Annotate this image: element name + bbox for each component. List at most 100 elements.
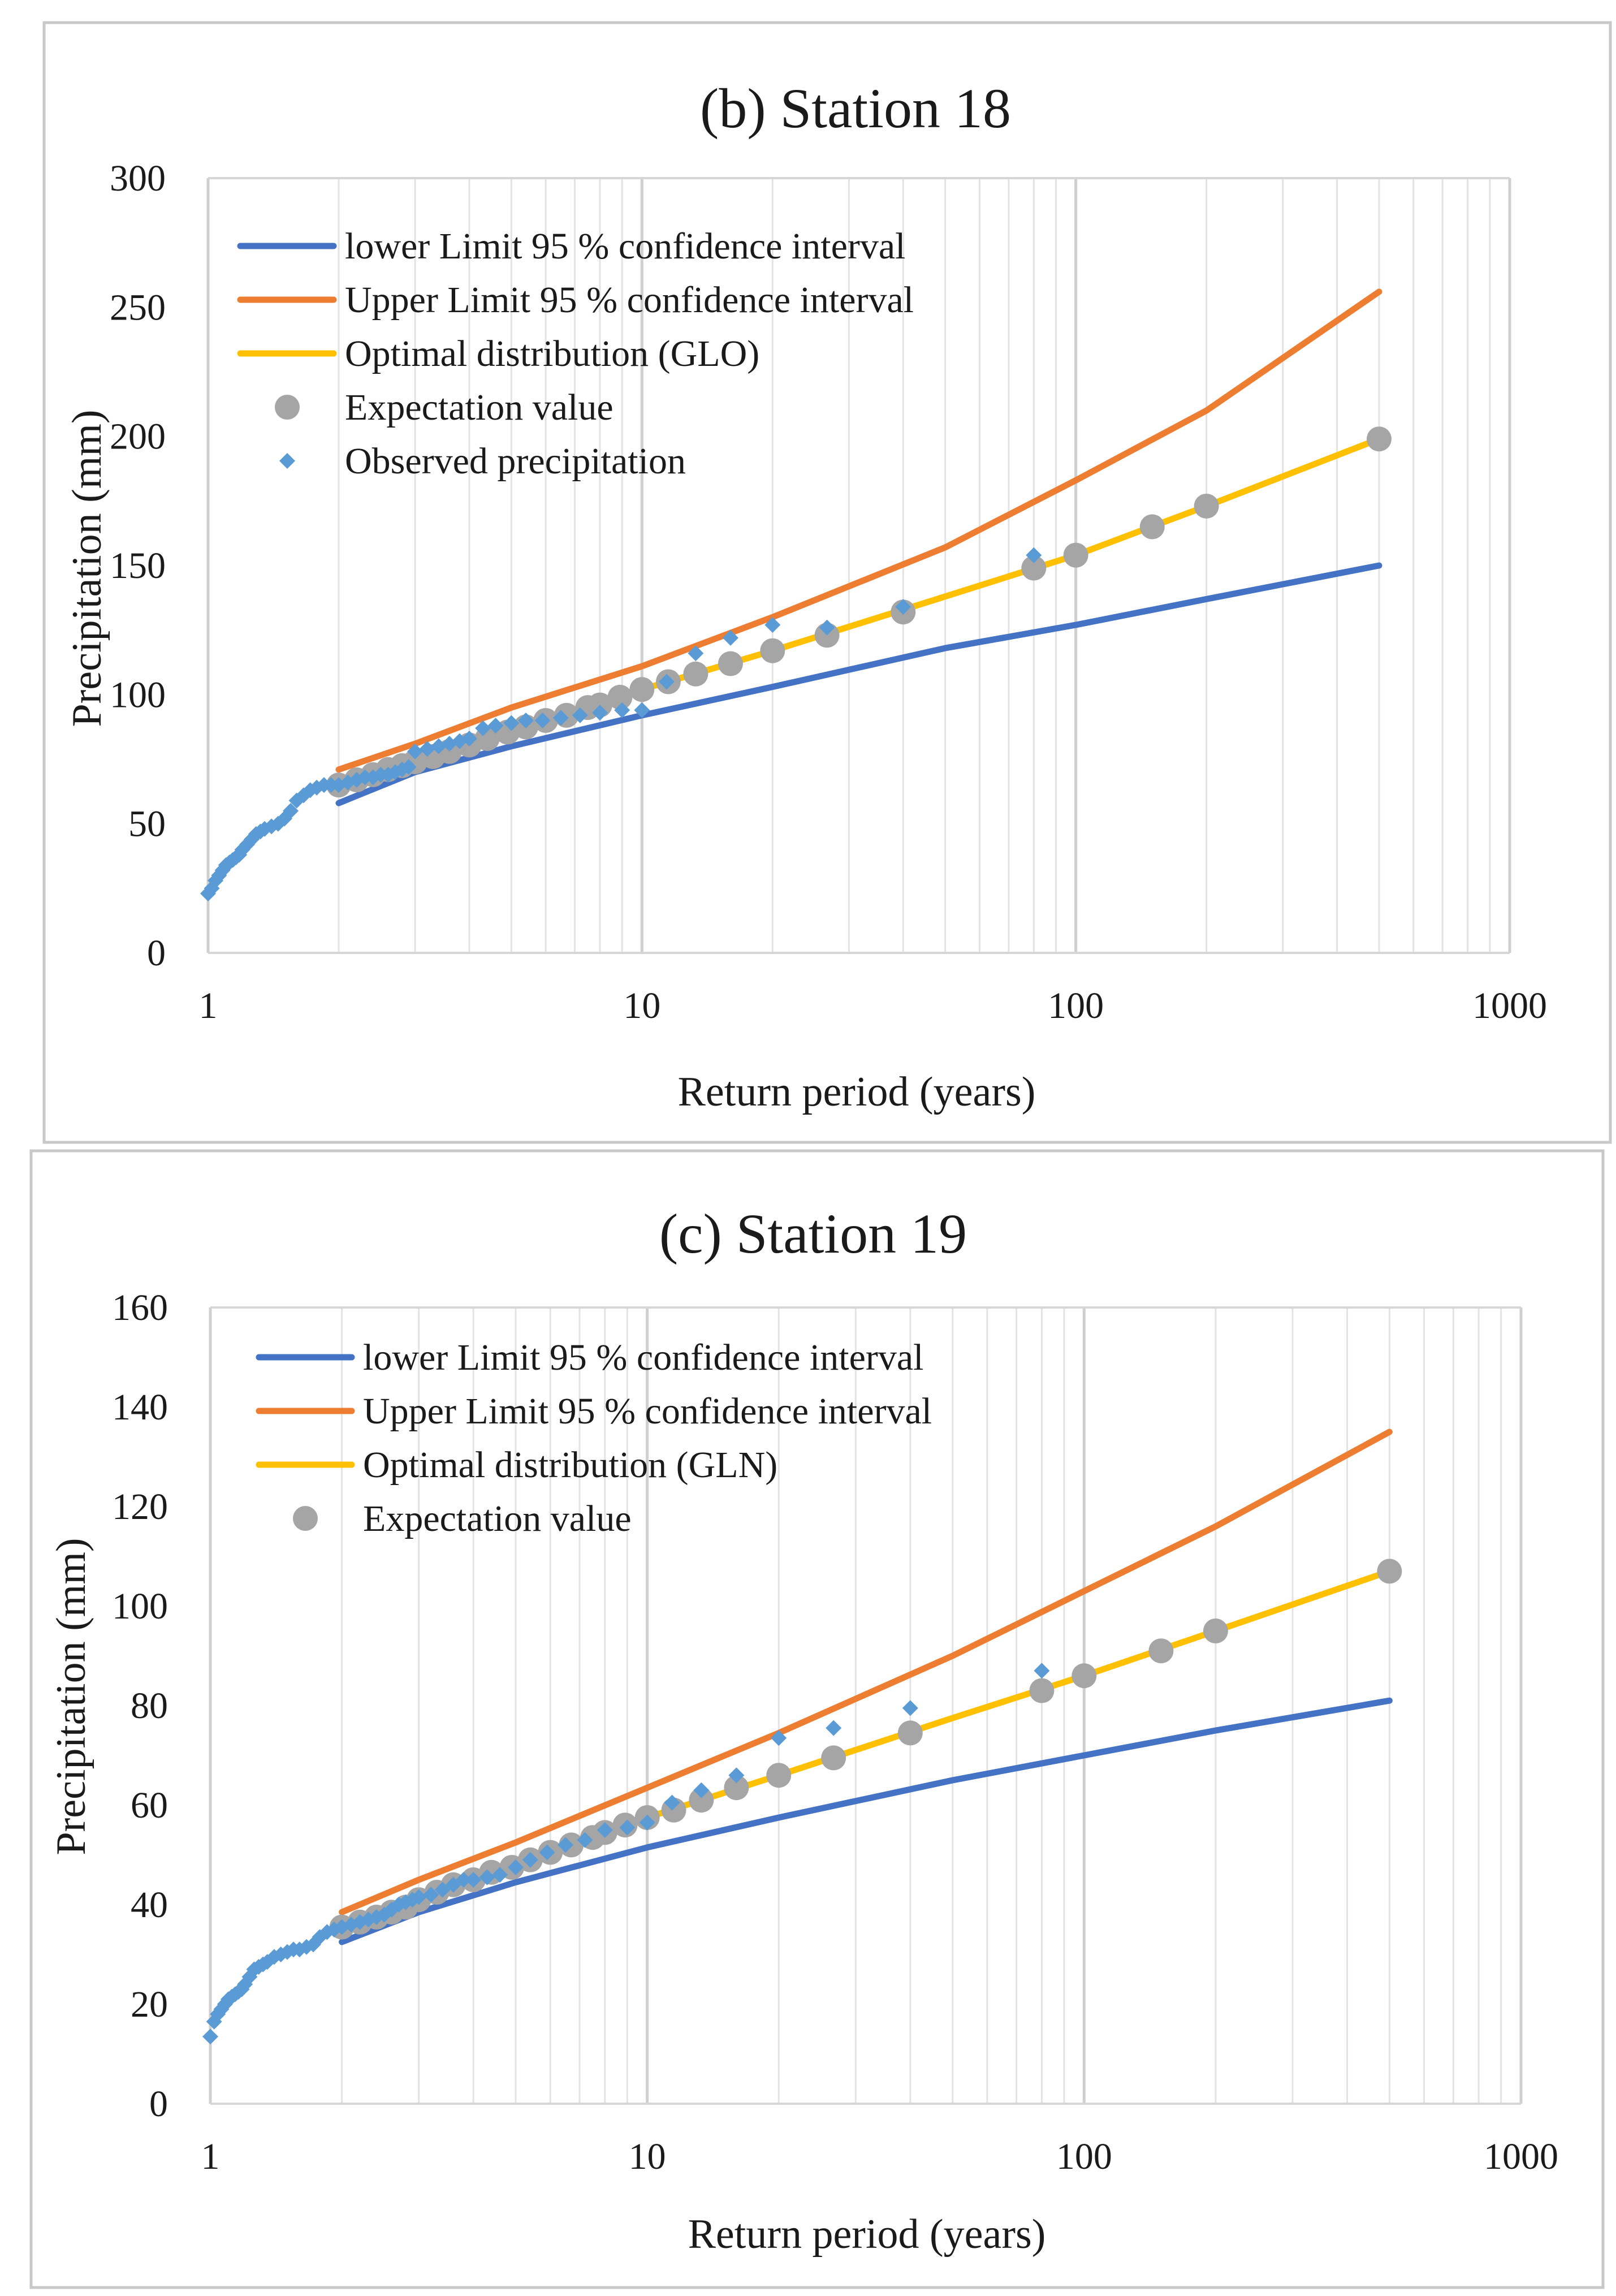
expectation-point: [1021, 555, 1047, 581]
tick-labels: 1 10 100 1000 0 20 40 60 80 100 120 140 160: [112, 1287, 1558, 2177]
legend-label: Upper Limit 95 % confidence interval: [363, 1391, 932, 1432]
x-tick-label: 10: [629, 2136, 666, 2177]
chart-panel-station-19: (c) Station 19 1 10 100 1000 0 20 40 60 80 100 120…: [29, 1149, 1605, 2289]
expectation-point: [718, 651, 743, 676]
legend-label: Expectation value: [345, 387, 613, 428]
observed-point: [539, 1844, 555, 1861]
expectation-point: [760, 638, 785, 663]
y-tick-label: 100: [112, 1586, 168, 1627]
observed-point: [619, 1819, 636, 1836]
y-tick-label: 80: [131, 1685, 168, 1727]
observed-point: [1026, 547, 1042, 563]
y-tick-label: 60: [131, 1785, 168, 1826]
legend: lower Limit 95 % confidence interval Uppe…: [256, 1337, 932, 1539]
observed-point: [522, 1852, 538, 1868]
legend-label: lower Limit 95 % confidence interval: [345, 226, 905, 267]
legend-diamond-marker: [279, 453, 295, 469]
expectation-point: [1139, 514, 1165, 540]
expectation-point: [1377, 1559, 1402, 1584]
observed-point: [634, 702, 650, 718]
legend-circle-marker: [275, 395, 300, 420]
expectation-point: [724, 1775, 749, 1801]
y-tick-label: 150: [110, 545, 166, 586]
observed-point: [508, 1859, 524, 1875]
expectation-point: [1063, 542, 1088, 568]
observed-point: [558, 1837, 574, 1853]
y-tick-label: 140: [112, 1387, 168, 1428]
observed-point: [357, 769, 373, 786]
observed-point: [722, 629, 738, 646]
expectation-point: [1148, 1638, 1174, 1664]
y-tick-label: 50: [128, 804, 166, 845]
observed-point: [455, 1872, 472, 1888]
legend-label: Optimal distribution (GLO): [345, 333, 759, 374]
observed-point: [407, 743, 424, 759]
y-tick-label: 160: [112, 1287, 168, 1328]
series: [200, 288, 1392, 901]
y-axis-label: Precipitation (mm): [48, 1538, 94, 1855]
expectation-point: [1194, 493, 1219, 519]
panel-border: [42, 21, 1612, 1144]
y-tick-label: 40: [131, 1884, 168, 1926]
observed-point: [517, 713, 534, 728]
y-tick-label: 20: [131, 1984, 168, 2025]
observed-point: [577, 1832, 593, 1848]
observed-point: [664, 1794, 680, 1811]
legend-circle-marker: [293, 1506, 318, 1531]
series-line-lower: [339, 1697, 1393, 1945]
observed-point: [279, 1944, 296, 1960]
observed-point: [658, 674, 675, 690]
y-tick-label: 120: [112, 1486, 168, 1527]
expectation-point: [1203, 1619, 1228, 1643]
expectation-point: [1029, 1678, 1055, 1703]
legend-label: Expectation value: [363, 1498, 632, 1539]
legend-label: Optimal distribution (GLN): [363, 1444, 777, 1486]
observed-point: [202, 2029, 218, 2045]
observed-point: [411, 1889, 427, 1905]
observed-point: [728, 1767, 745, 1784]
observed-point: [534, 713, 551, 728]
x-tick-label: 1: [201, 2136, 220, 2177]
axes: [208, 177, 1510, 954]
observed-point: [597, 1822, 613, 1838]
x-axis-label: Return period (years): [678, 1069, 1036, 1115]
observed-point: [895, 599, 911, 615]
expectation-point: [629, 677, 655, 702]
y-tick-label: 0: [149, 2083, 168, 2125]
expectation-point: [683, 661, 708, 687]
chart-title: (c) Station 19: [659, 1202, 967, 1265]
x-tick-label: 100: [1056, 2136, 1112, 2177]
observed-point: [283, 802, 299, 819]
y-tick-label: 200: [110, 416, 166, 458]
observed-point: [771, 1730, 787, 1746]
y-tick-label: 250: [110, 287, 166, 328]
observed-point: [826, 1720, 842, 1736]
tick-labels: 1 10 100 1000 0 50 100 150 200 250 300: [110, 158, 1547, 1026]
observed-point: [475, 720, 491, 736]
observed-point: [419, 741, 435, 757]
observed-point: [503, 715, 520, 731]
expectation-point: [1367, 426, 1392, 452]
observed-point: [492, 1867, 508, 1883]
observed-point: [423, 1887, 439, 1903]
y-axis-label: Precipitation (mm): [64, 409, 110, 727]
legend-label: Observed precipitation: [345, 441, 686, 482]
legend: lower Limit 95 % confidence interval Uppe…: [237, 226, 914, 482]
observed-point: [902, 1700, 918, 1716]
legend-label: lower Limit 95 % confidence interval: [363, 1337, 923, 1378]
observed-point: [572, 707, 588, 723]
observed-point: [614, 702, 630, 718]
x-tick-label: 100: [1048, 985, 1104, 1026]
x-axis-label: Return period (years): [688, 2211, 1046, 2258]
x-tick-label: 10: [623, 985, 660, 1026]
series: [202, 1428, 1402, 2045]
expectation-point: [1071, 1663, 1097, 1689]
axes: [210, 1306, 1521, 2105]
observed-point: [688, 645, 704, 662]
chart-panel-station-18: (b) Station 18 1 10 100 1000 0 50 100 150 200 250…: [42, 21, 1612, 1144]
expectation-point: [689, 1788, 714, 1813]
observed-point: [479, 1869, 495, 1885]
y-tick-label: 100: [110, 674, 166, 715]
expectation-point: [766, 1763, 792, 1788]
